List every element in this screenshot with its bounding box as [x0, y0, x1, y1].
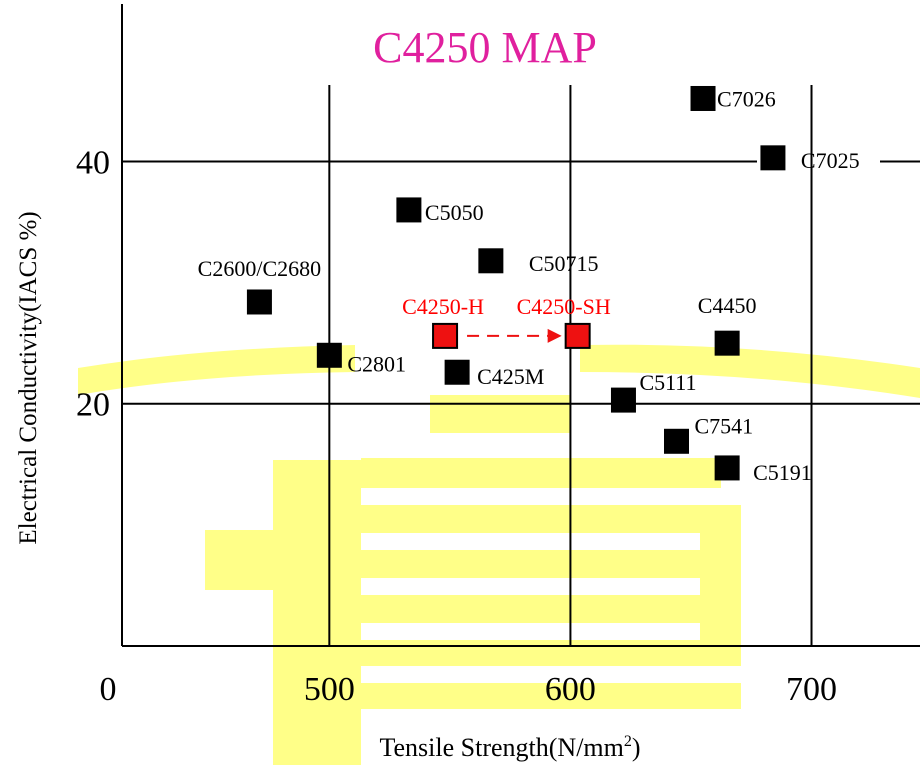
marker-c7025 — [760, 145, 786, 171]
watermark-top-band — [430, 395, 570, 433]
point-label-c2801: C2801 — [347, 351, 406, 376]
y-tick-40: 40 — [76, 144, 110, 181]
point-label-c4450: C4450 — [698, 293, 757, 318]
marker-c7026 — [690, 85, 716, 111]
point-label-c7541: C7541 — [695, 413, 754, 438]
watermark-bar-4 — [361, 550, 741, 578]
marker-c4250-sh — [564, 322, 591, 349]
chart-title: C4250 MAP — [373, 23, 597, 72]
watermark-bar-2 — [361, 458, 721, 488]
point-label-c4250-sh: C4250-SH — [517, 294, 611, 319]
watermark-stem — [273, 460, 361, 765]
origin-tick-label: 0 — [100, 671, 117, 708]
x-tick-labels: 500 600 700 — [304, 671, 837, 708]
watermark-left-arc — [78, 345, 355, 395]
marker-c2801 — [316, 342, 342, 368]
marker-c2600-c2680 — [246, 289, 272, 315]
watermark-bar-7 — [361, 683, 741, 709]
x-tick-600: 600 — [545, 671, 596, 708]
plot-frame — [121, 4, 920, 647]
watermark-bar-1 — [205, 530, 325, 590]
x-axis-label-close: ) — [632, 733, 641, 762]
point-label-c425m: C425M — [477, 364, 544, 389]
point-label-c5191: C5191 — [753, 460, 812, 485]
marker-c4250-h — [432, 322, 459, 349]
marker-c5050 — [396, 197, 422, 223]
x-axis-label: Tensile Strength(N/mm2) — [379, 733, 640, 762]
point-label-c4250-h: C4250-H — [402, 294, 484, 319]
marker-c4450 — [714, 330, 740, 356]
marker-c5111 — [610, 387, 636, 413]
x-axis-label-main: Tensile Strength(N/mm — [379, 733, 623, 762]
watermark-right-block — [700, 505, 741, 666]
watermark-logo — [78, 344, 920, 765]
x-axis-label-sup: 2 — [624, 733, 632, 750]
watermark-bar-5 — [361, 595, 741, 623]
marker-c7541 — [664, 428, 690, 454]
point-label-c2600-c2680: C2600/C2680 — [198, 256, 321, 281]
marker-c425m — [444, 359, 470, 385]
y-axis-label: Electrical Conductivity(IACS %) — [15, 211, 42, 544]
point-label-c50715: C50715 — [529, 251, 599, 276]
point-label-c7026: C7026 — [717, 86, 776, 111]
point-label-c7025: C7025 — [801, 148, 860, 173]
watermark-bar-6 — [361, 640, 741, 666]
watermark-bar-3 — [361, 505, 741, 533]
marker-c50715 — [478, 248, 504, 274]
point-label-c5050: C5050 — [425, 200, 484, 225]
arrow-head — [547, 328, 562, 343]
y-tick-20: 20 — [76, 387, 110, 424]
marker-c5191 — [714, 455, 740, 481]
upgrade-arrow — [467, 328, 562, 343]
watermark-right-arc — [580, 344, 920, 398]
data-points: C7026 C7025 C5050 C50715 C2600/C2680 C4250-H C… — [198, 85, 860, 485]
point-label-c5111: C5111 — [639, 370, 696, 395]
x-tick-700: 700 — [786, 671, 837, 708]
x-tick-500: 500 — [304, 671, 355, 708]
